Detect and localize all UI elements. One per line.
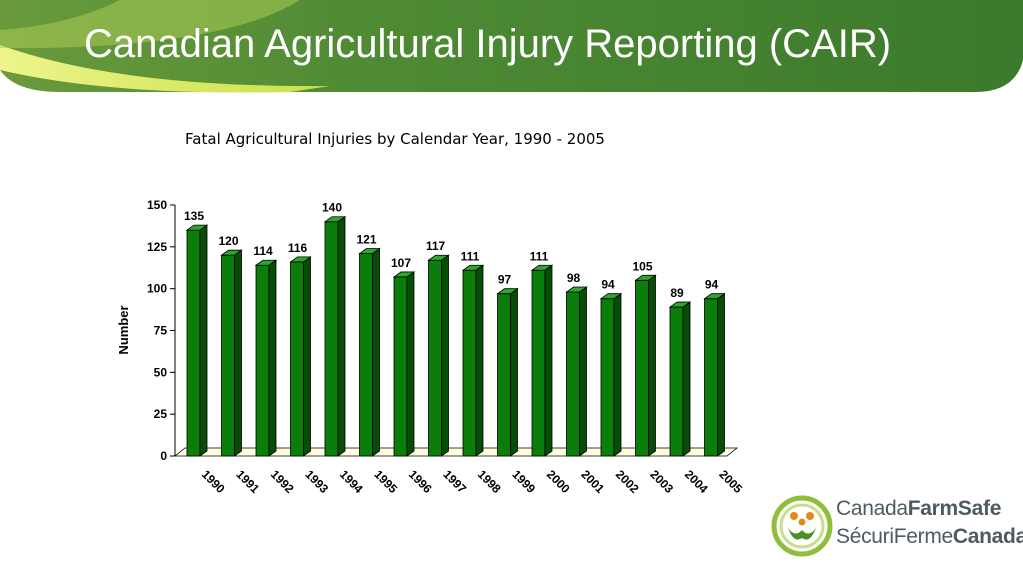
data-label: 120: [218, 234, 238, 248]
x-tick-label: 2003: [647, 467, 676, 496]
y-tick-label: 150: [147, 198, 167, 212]
x-tick-label: 1998: [475, 467, 504, 496]
bar-top: [634, 274, 657, 281]
bar-top: [185, 224, 209, 231]
bar-side: [199, 224, 208, 457]
data-label: 94: [705, 278, 719, 292]
bar: [393, 276, 408, 457]
data-label: 105: [632, 259, 652, 273]
bar: [462, 269, 477, 457]
bar: [324, 221, 339, 457]
slide-title: Canadian Agricultural Injury Reporting (…: [84, 22, 892, 66]
data-label: 114: [253, 244, 273, 258]
y-tick-label: 0: [160, 449, 167, 463]
data-label: 98: [567, 271, 581, 285]
bar: [428, 259, 442, 457]
x-tick-label: 2004: [682, 467, 711, 496]
data-label: 116: [288, 241, 308, 255]
bar-top: [530, 264, 554, 271]
bar-side: [268, 259, 277, 457]
x-tick-label: 1990: [199, 467, 228, 496]
bar: [704, 298, 718, 457]
data-label: 89: [670, 286, 684, 300]
bar-side: [613, 292, 622, 457]
bar-top: [323, 216, 347, 223]
bar: [669, 306, 684, 457]
bar-top: [358, 248, 381, 254]
bar: [600, 298, 615, 457]
title-banner: [0, 0, 1023, 93]
bar-top: [427, 254, 450, 261]
logo-line-english: CanadaFarmSafe: [836, 497, 1002, 520]
bar: [255, 264, 270, 457]
bar-top: [496, 288, 519, 295]
bar: [186, 229, 201, 457]
x-tick-label: 1999: [509, 467, 538, 496]
x-tick-label: 1991: [233, 467, 262, 496]
bar-side: [234, 249, 242, 457]
logo-line-french: SécuriFermeCanada: [836, 525, 1023, 548]
x-tick-label: 2001: [578, 467, 607, 496]
bar-side: [441, 254, 449, 457]
bar: [359, 253, 373, 457]
bar-top: [703, 293, 726, 300]
x-tick-label: 1993: [302, 467, 331, 496]
x-tick-label: 2002: [613, 467, 642, 496]
bar: [221, 254, 235, 457]
y-tick-label: 100: [147, 282, 167, 296]
bar-side: [337, 215, 346, 457]
bar: [566, 291, 580, 457]
bar-side: [717, 292, 725, 457]
bar: [497, 293, 511, 457]
x-tick-label: 2005: [716, 467, 745, 496]
x-tick-label: 1992: [268, 467, 297, 496]
x-tick-label: 1996: [406, 467, 435, 496]
bar-top: [220, 249, 243, 256]
data-label: 135: [184, 209, 204, 223]
x-tick-label: 2000: [544, 467, 573, 496]
bar-side: [544, 264, 553, 457]
x-tick-label: 1995: [371, 467, 400, 496]
data-label: 94: [601, 278, 615, 292]
x-tick-label: 1997: [440, 467, 469, 496]
bar: [531, 269, 546, 457]
data-label: 117: [426, 239, 446, 253]
farmsafe-emblem-icon: [771, 495, 833, 557]
bar-side: [303, 256, 311, 457]
y-tick-label: 125: [147, 240, 167, 254]
bar: [635, 279, 649, 457]
bar-side: [475, 264, 484, 457]
bar-side: [648, 274, 656, 457]
x-tick-label: 1994: [337, 467, 366, 496]
bar-side: [372, 247, 380, 457]
data-label: 107: [391, 256, 411, 270]
y-tick-label: 25: [154, 407, 168, 421]
y-axis-label: Number: [116, 305, 131, 354]
bar-side: [406, 271, 415, 457]
bar-top: [599, 293, 623, 300]
data-label: 111: [530, 249, 549, 263]
bar-side: [510, 287, 518, 457]
bar: [290, 261, 304, 457]
bar-top: [392, 271, 416, 278]
bar-side: [682, 301, 691, 457]
bar-top: [254, 259, 278, 266]
y-tick-label: 75: [154, 324, 168, 338]
bar-top: [565, 286, 588, 293]
data-label: 111: [461, 249, 480, 263]
bar-top: [289, 256, 312, 263]
y-tick-label: 50: [154, 365, 168, 379]
bar-top: [668, 301, 692, 308]
bar-top: [461, 264, 485, 271]
data-label: 121: [356, 233, 376, 247]
data-label: 97: [498, 273, 512, 287]
bar-side: [579, 286, 587, 457]
data-label: 140: [322, 201, 342, 215]
chart-title: Fatal Agricultural Injuries by Calendar …: [185, 130, 605, 148]
